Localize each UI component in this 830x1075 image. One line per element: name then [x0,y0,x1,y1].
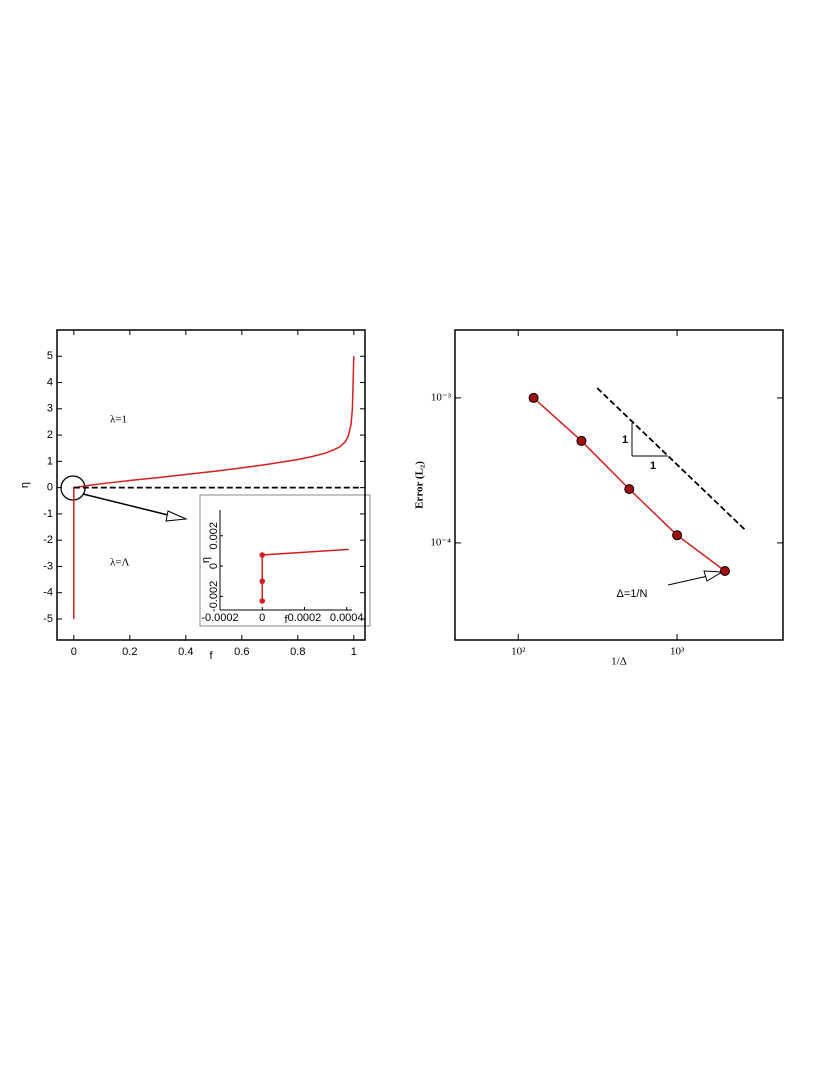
y-tick-label: 1 [47,455,53,467]
plot-frame [56,329,366,641]
data-point [576,435,587,446]
x-tick-label: 0.6 [234,646,249,658]
x-tick-label: -0.0002 [201,612,238,624]
x-tick-label: 0.0002 [288,612,322,624]
y-tick-label: -0.002 [208,581,220,612]
x-tick-label: 1 [351,646,357,658]
y-tick-label: -3 [43,560,53,572]
y-tick-label: -4 [43,587,53,599]
y-tick-label: 10⁻³ [431,391,452,403]
y-tick-label: -5 [43,613,53,625]
data-point [259,578,266,585]
y-tick-label: 10⁻⁴ [430,536,451,548]
annotation-arrowhead [703,570,724,582]
x-tick-label: 10² [511,646,526,658]
data-point [259,598,266,604]
x-tick-label: 10³ [670,646,685,658]
x-tick-label: 0.4 [178,646,193,658]
annotation: λ=1 [110,414,127,426]
data-line [596,387,746,531]
y-tick-label: 2 [47,429,53,441]
annotation: 1 [650,460,656,472]
data-point [624,484,635,495]
zoom-arrow [82,493,173,517]
annotation: λ=Λ [110,557,130,569]
y-tick-label: -1 [43,508,53,520]
annotation: Δ=1/N [617,588,648,600]
y-axis-label: η [19,482,31,488]
y-tick-label: -2 [43,534,53,546]
x-tick-label: 0.0004 [330,612,364,624]
y-tick-label: 4 [47,376,53,388]
zoom-arrowhead [165,510,188,522]
x-axis-label: f [284,614,288,626]
y-tick-label: 3 [47,403,53,415]
y-axis-label: η [200,557,212,563]
x-axis-label: f [209,650,213,662]
x-tick-label: 0.2 [122,646,137,658]
data-point [528,392,539,403]
inset-box [199,494,371,627]
annotation-arrow [667,575,709,586]
y-axis-label: Error (L₂) [414,461,426,509]
annotation: 1 [622,434,628,446]
x-tick-label: 0.8 [290,646,305,658]
y-tick-label: 0 [47,482,53,494]
data-point [259,552,266,558]
data-point [719,566,730,577]
x-tick-label: 0 [71,646,77,658]
y-tick-label: 5 [47,350,53,362]
data-point [672,530,683,541]
y-tick-label: 0.002 [208,522,220,550]
y-tick-label: 0 [208,563,220,569]
x-axis-label: 1/Δ [611,656,627,668]
data-line [73,356,355,619]
x-tick-label: 0 [259,612,265,624]
plot-frame [454,329,784,641]
